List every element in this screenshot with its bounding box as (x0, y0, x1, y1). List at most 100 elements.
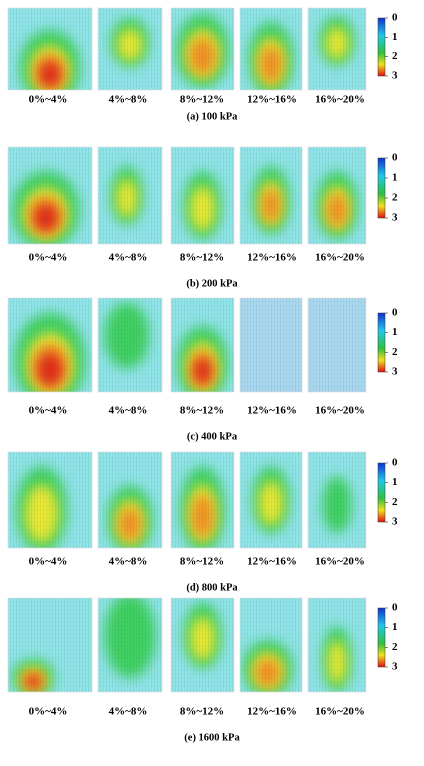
colorbar-tick-label: 3 (392, 70, 398, 82)
panel-label: 0%~4% (29, 405, 68, 417)
panel-border (7, 297, 93, 393)
panel-border (7, 597, 93, 693)
colorbar-tick-label: 0 (392, 307, 398, 319)
panel-border (170, 146, 235, 245)
panel-border (97, 146, 163, 245)
vector-arrows (8, 8, 92, 90)
vector-arrows (240, 298, 302, 392)
colorbar-tick-label: 2 (392, 346, 398, 358)
panel-label: 16%~20% (315, 405, 365, 417)
vector-field-panel (308, 598, 366, 692)
vector-arrows (8, 147, 92, 244)
vector-field-panel (240, 8, 302, 90)
vector-field-panel (8, 8, 92, 90)
vector-arrows (8, 452, 92, 548)
vector-field-panel (171, 452, 234, 548)
vector-arrows (308, 452, 366, 548)
vector-field-panel (8, 298, 92, 392)
panel-label: 16%~20% (315, 706, 365, 718)
colorbar-tick-label: 0 (392, 12, 398, 24)
panel-label: 16%~20% (315, 94, 365, 106)
vector-field-panel (308, 147, 366, 244)
panel-border (97, 297, 163, 393)
colorbar (377, 607, 386, 668)
colorbar-tick-label: 1 (392, 621, 398, 633)
vector-arrows (98, 147, 162, 244)
vector-field-panel (240, 147, 302, 244)
panel-label: 4%~8% (109, 556, 148, 568)
colorbar (377, 462, 386, 523)
panel-label: 8%~12% (180, 706, 224, 718)
vector-field-panel (8, 452, 92, 548)
panel-label: 8%~12% (180, 94, 224, 106)
panel-border (97, 451, 163, 549)
vector-arrows (171, 298, 234, 392)
panel-border (7, 146, 93, 245)
colorbar-tick-label: 0 (392, 457, 398, 469)
vector-field-panel (240, 298, 302, 392)
panel-label: 12%~16% (247, 556, 297, 568)
colorbar-tick-label: 2 (392, 496, 398, 508)
colorbar-tick-label: 3 (392, 212, 398, 224)
vector-arrows (308, 8, 366, 90)
panel-label: 0%~4% (29, 556, 68, 568)
colorbar-tick-label: 0 (392, 152, 398, 164)
vector-arrows (240, 452, 302, 548)
panel-border (307, 146, 367, 245)
colorbar-tick-label: 1 (392, 476, 398, 488)
vector-arrows (98, 8, 162, 90)
panel-border (170, 7, 235, 91)
panel-label: 0%~4% (29, 252, 68, 264)
panel-label: 4%~8% (109, 405, 148, 417)
panel-label: 12%~16% (247, 252, 297, 264)
vector-arrows (8, 598, 92, 692)
panel-border (307, 451, 367, 549)
panel-label: 8%~12% (180, 556, 224, 568)
panel-label: 8%~12% (180, 405, 224, 417)
panel-border (239, 146, 303, 245)
panel-border (239, 597, 303, 693)
panel-label: 4%~8% (109, 94, 148, 106)
panel-border (307, 597, 367, 693)
vector-arrows (98, 452, 162, 548)
panel-label: 12%~16% (247, 706, 297, 718)
vector-arrows (171, 147, 234, 244)
panel-border (239, 451, 303, 549)
vector-arrows (171, 452, 234, 548)
colorbar-tick-label: 2 (392, 50, 398, 62)
colorbar-tick-label: 1 (392, 326, 398, 338)
vector-field-panel (8, 147, 92, 244)
vector-field-panel (171, 8, 234, 90)
panel-border (7, 451, 93, 549)
colorbar-tick-label: 3 (392, 516, 398, 528)
colorbar-tick-label: 2 (392, 192, 398, 204)
row-caption: (a) 100 kPa (187, 111, 238, 122)
vector-field-panel (98, 147, 162, 244)
panel-border (170, 451, 235, 549)
vector-arrows (308, 598, 366, 692)
panel-label: 8%~12% (180, 252, 224, 264)
vector-arrows (240, 147, 302, 244)
colorbar-tick-label: 3 (392, 366, 398, 378)
vector-arrows (98, 598, 162, 692)
panel-border (307, 7, 367, 91)
row-caption: (b) 200 kPa (186, 278, 238, 289)
vector-arrows (98, 298, 162, 392)
vector-field-panel (98, 598, 162, 692)
vector-field-panel (171, 298, 234, 392)
panel-border (307, 297, 367, 393)
colorbar-tick-label: 2 (392, 641, 398, 653)
panel-border (170, 297, 235, 393)
vector-arrows (171, 598, 234, 692)
panel-border (170, 597, 235, 693)
vector-field-panel (171, 147, 234, 244)
panel-label: 16%~20% (315, 556, 365, 568)
colorbar (377, 17, 386, 77)
colorbar (377, 312, 386, 373)
vector-field-panel (308, 8, 366, 90)
panel-border (239, 7, 303, 91)
panel-label: 16%~20% (315, 252, 365, 264)
vector-arrows (240, 598, 302, 692)
vector-field-panel (98, 452, 162, 548)
